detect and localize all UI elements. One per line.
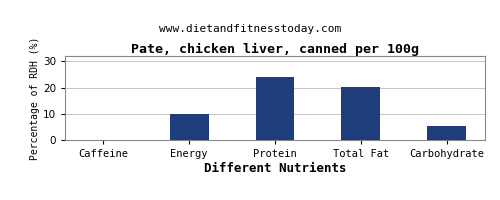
X-axis label: Different Nutrients: Different Nutrients [204, 162, 346, 175]
Bar [428, 126, 466, 140]
Bar [256, 77, 294, 140]
Bar [170, 114, 208, 140]
Bar [342, 87, 380, 140]
Text: www.dietandfitnesstoday.com: www.dietandfitnesstoday.com [159, 24, 341, 34]
Title: Pate, chicken liver, canned per 100g: Pate, chicken liver, canned per 100g [131, 43, 419, 56]
Y-axis label: Percentage of RDH (%): Percentage of RDH (%) [30, 36, 40, 160]
